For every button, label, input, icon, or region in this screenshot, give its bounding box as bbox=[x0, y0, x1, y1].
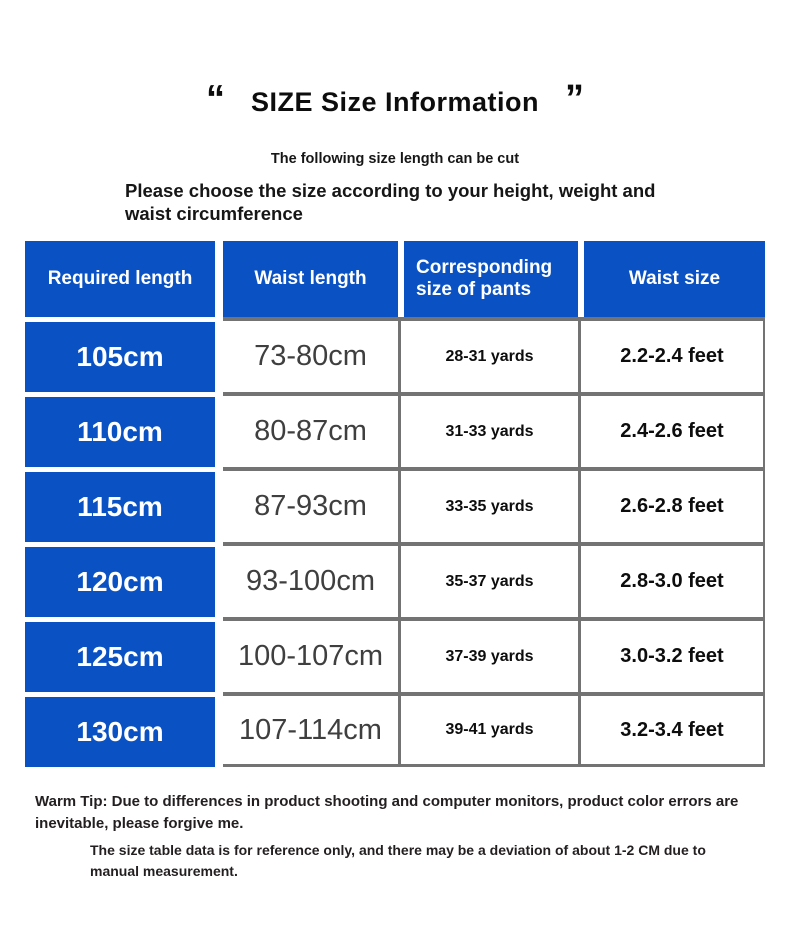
table-row: 120cm 93-100cm 35-37 yards 2.8-3.0 feet bbox=[25, 542, 765, 618]
cell-waist-size: 3.0-3.2 feet bbox=[578, 617, 765, 693]
size-table: Required length Waist length Correspondi… bbox=[25, 241, 765, 768]
cell-waist-size: 2.8-3.0 feet bbox=[578, 542, 765, 618]
subtitle: The following size length can be cut bbox=[270, 151, 520, 167]
table-row: 115cm 87-93cm 33-35 yards 2.6-2.8 feet bbox=[25, 467, 765, 543]
warm-tip-note: Warm Tip: Due to differences in product … bbox=[35, 793, 739, 832]
cell-pants-size: 39-41 yards bbox=[398, 692, 578, 768]
page-title: SIZE Size Information bbox=[250, 87, 540, 117]
cell-required-length: 105cm bbox=[25, 317, 223, 393]
col-header-required-length: Required length bbox=[25, 241, 223, 318]
intro-text: Please choose the size according to your… bbox=[125, 180, 656, 224]
cell-waist-size: 2.4-2.6 feet bbox=[578, 392, 765, 468]
cell-waist-length: 93-100cm bbox=[223, 542, 398, 617]
col-header-pants-size: Corresponding size of pants bbox=[398, 241, 578, 318]
cell-waist-length: 80-87cm bbox=[223, 392, 398, 467]
cell-pants-size: 28-31 yards bbox=[398, 317, 578, 393]
table-row: 105cm 73-80cm 28-31 yards 2.2-2.4 feet bbox=[25, 317, 765, 393]
title-row: “ SIZE Size Information ” bbox=[0, 80, 790, 124]
cell-pants-size: 37-39 yards bbox=[398, 617, 578, 693]
col-header-waist-size: Waist size bbox=[578, 241, 765, 318]
cell-required-length: 120cm bbox=[25, 542, 223, 618]
quote-close-icon: ” bbox=[565, 78, 585, 120]
cell-pants-size: 35-37 yards bbox=[398, 542, 578, 618]
table-header-row: Required length Waist length Correspondi… bbox=[25, 241, 765, 318]
cell-required-length: 125cm bbox=[25, 617, 223, 693]
cell-waist-size: 2.2-2.4 feet bbox=[578, 317, 765, 393]
table-row: 110cm 80-87cm 31-33 yards 2.4-2.6 feet bbox=[25, 392, 765, 468]
cell-pants-size: 33-35 yards bbox=[398, 467, 578, 543]
col-header-waist-length: Waist length bbox=[223, 241, 398, 318]
cell-required-length: 115cm bbox=[25, 467, 223, 543]
measurement-note: The size table data is for reference onl… bbox=[90, 841, 706, 879]
cell-waist-size: 3.2-3.4 feet bbox=[578, 692, 765, 768]
quote-open-icon: “ bbox=[205, 78, 225, 120]
cell-waist-length: 87-93cm bbox=[223, 467, 398, 542]
cell-required-length: 110cm bbox=[25, 392, 223, 468]
cell-waist-length: 107-114cm bbox=[223, 692, 398, 768]
cell-waist-size: 2.6-2.8 feet bbox=[578, 467, 765, 543]
cell-required-length: 130cm bbox=[25, 692, 223, 768]
cell-waist-length: 100-107cm bbox=[223, 617, 398, 692]
cell-waist-length: 73-80cm bbox=[223, 317, 398, 392]
table-row: 125cm 100-107cm 37-39 yards 3.0-3.2 feet bbox=[25, 617, 765, 693]
cell-pants-size: 31-33 yards bbox=[398, 392, 578, 468]
table-row: 130cm 107-114cm 39-41 yards 3.2-3.4 feet bbox=[25, 692, 765, 768]
